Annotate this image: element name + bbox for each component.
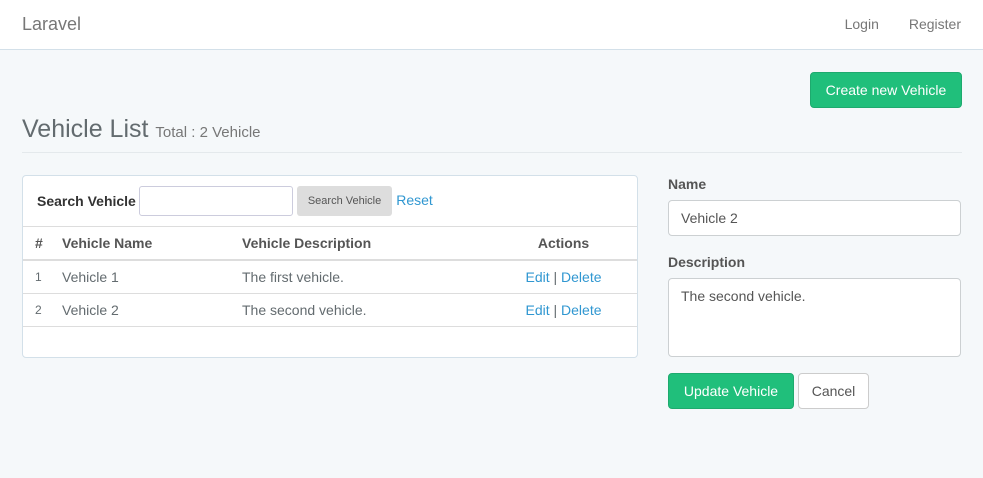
header-description: Vehicle Description <box>242 227 490 261</box>
register-link[interactable]: Register <box>908 16 961 32</box>
search-input[interactable] <box>138 186 293 216</box>
row-name: Vehicle 1 <box>62 260 242 294</box>
update-vehicle-button[interactable]: Update Vehicle <box>668 373 794 409</box>
form-buttons: Update Vehicle Cancel <box>668 373 961 409</box>
brand-link[interactable]: Laravel <box>22 14 82 34</box>
delete-link[interactable]: Delete <box>561 301 602 318</box>
description-label: Description <box>668 254 746 270</box>
vehicle-total: Total : 2 Vehicle <box>155 124 261 141</box>
row-number: 2 <box>23 293 62 327</box>
row-actions: Edit | Delete <box>490 260 637 294</box>
header-number: # <box>23 227 62 261</box>
separator: | <box>553 268 558 285</box>
separator: | <box>553 301 558 318</box>
edit-link[interactable]: Edit <box>525 268 550 285</box>
vehicle-table-panel: Search Vehicle Search Vehicle Reset # Ve… <box>22 175 638 358</box>
page-title: Vehicle List Total : 2 Vehicle <box>22 115 261 144</box>
name-input[interactable]: Vehicle 2 <box>668 200 961 236</box>
name-label: Name <box>668 176 707 192</box>
table-header: # Vehicle Name Vehicle Description Actio… <box>23 227 637 261</box>
row-description: The second vehicle. <box>242 293 490 327</box>
navbar: Laravel Login Register <box>0 0 983 50</box>
nav-links: Login Register <box>845 16 961 32</box>
cancel-button[interactable]: Cancel <box>798 373 869 409</box>
vehicle-table: # Vehicle Name Vehicle Description Actio… <box>23 227 637 327</box>
row-name: Vehicle 2 <box>62 293 242 327</box>
login-link[interactable]: Login <box>844 16 879 32</box>
edit-link[interactable]: Edit <box>525 301 550 318</box>
search-button[interactable]: Search Vehicle <box>296 186 393 216</box>
row-number: 1 <box>23 260 62 294</box>
page-title-text: Vehicle List <box>22 115 149 143</box>
row-actions: Edit | Delete <box>490 293 637 327</box>
header-name: Vehicle Name <box>62 227 242 261</box>
row-description: The first vehicle. <box>242 260 490 294</box>
divider <box>22 152 962 153</box>
delete-link[interactable]: Delete <box>561 268 602 285</box>
search-bar: Search Vehicle Search Vehicle Reset <box>23 176 637 227</box>
header-actions: Actions <box>490 227 637 261</box>
search-label: Search Vehicle <box>37 193 136 209</box>
description-textarea[interactable]: The second vehicle. <box>668 278 961 357</box>
reset-link[interactable]: Reset <box>396 192 433 208</box>
vehicle-form: Name Vehicle 2 Description The second ve… <box>668 176 961 409</box>
create-vehicle-button[interactable]: Create new Vehicle <box>810 72 962 108</box>
table-row: 2 Vehicle 2 The second vehicle. Edit | D… <box>23 293 637 327</box>
table-row: 1 Vehicle 1 The first vehicle. Edit | De… <box>23 260 637 294</box>
